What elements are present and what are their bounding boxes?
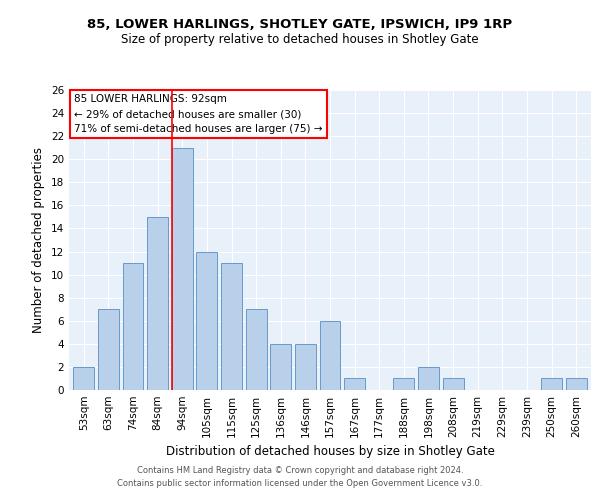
Bar — [418, 367, 439, 390]
Bar — [98, 309, 119, 390]
Y-axis label: Number of detached properties: Number of detached properties — [32, 147, 46, 333]
Bar — [196, 252, 217, 390]
Bar — [172, 148, 193, 390]
Text: Size of property relative to detached houses in Shotley Gate: Size of property relative to detached ho… — [121, 32, 479, 46]
Bar — [147, 217, 168, 390]
X-axis label: Distribution of detached houses by size in Shotley Gate: Distribution of detached houses by size … — [166, 446, 494, 458]
Bar — [541, 378, 562, 390]
Bar — [73, 367, 94, 390]
Bar — [394, 378, 415, 390]
Text: 85, LOWER HARLINGS, SHOTLEY GATE, IPSWICH, IP9 1RP: 85, LOWER HARLINGS, SHOTLEY GATE, IPSWIC… — [88, 18, 512, 30]
Bar — [443, 378, 464, 390]
Bar — [295, 344, 316, 390]
Bar — [122, 263, 143, 390]
Bar — [245, 309, 266, 390]
Bar — [270, 344, 291, 390]
Bar — [566, 378, 587, 390]
Bar — [320, 321, 340, 390]
Text: Contains HM Land Registry data © Crown copyright and database right 2024.
Contai: Contains HM Land Registry data © Crown c… — [118, 466, 482, 487]
Text: 85 LOWER HARLINGS: 92sqm
← 29% of detached houses are smaller (30)
71% of semi-d: 85 LOWER HARLINGS: 92sqm ← 29% of detach… — [74, 94, 323, 134]
Bar — [344, 378, 365, 390]
Bar — [221, 263, 242, 390]
